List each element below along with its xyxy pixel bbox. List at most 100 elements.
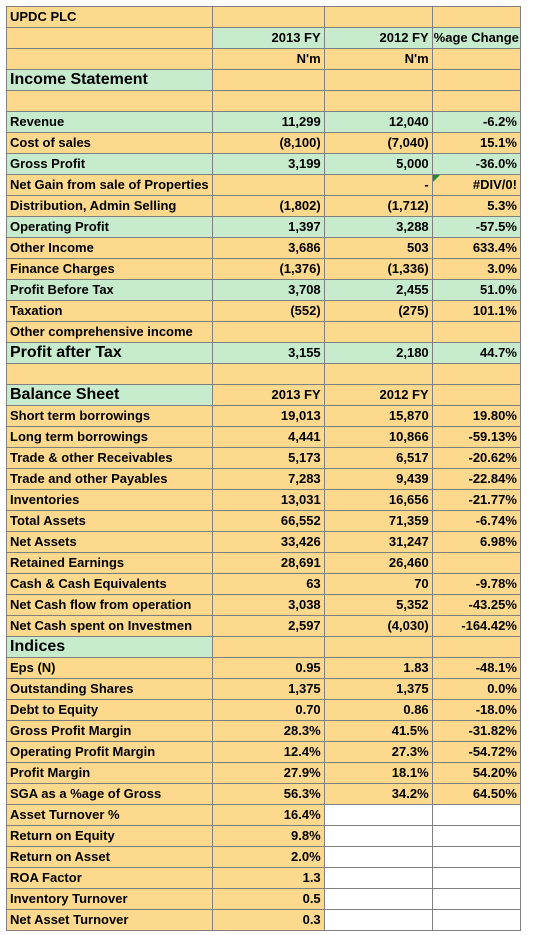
row-label[interactable]: Profit Margin: [6, 762, 213, 784]
value-change[interactable]: -21.77%: [431, 489, 521, 511]
row-label[interactable]: Other comprehensive income: [6, 321, 213, 343]
unit-2012[interactable]: N'm: [323, 48, 433, 70]
value-change[interactable]: [431, 321, 521, 343]
row-label[interactable]: Net Cash flow from operation: [6, 594, 213, 616]
row-label[interactable]: Taxation: [6, 300, 213, 322]
value-2012[interactable]: 0.86: [323, 699, 433, 721]
header-2012[interactable]: 2012 FY: [323, 384, 433, 406]
value-2013[interactable]: 4,441: [211, 426, 325, 448]
value-change[interactable]: [431, 888, 521, 910]
value-2013[interactable]: 9.8%: [211, 825, 325, 847]
value-2012[interactable]: 34.2%: [323, 783, 433, 805]
company-title[interactable]: UPDC PLC: [6, 6, 213, 28]
value-2013[interactable]: 1,397: [211, 216, 325, 238]
value-change[interactable]: 44.7%: [431, 342, 521, 364]
balance-sheet-heading[interactable]: Balance Sheet: [6, 384, 213, 406]
value-change[interactable]: 6.98%: [431, 531, 521, 553]
row-label[interactable]: Eps (N): [6, 657, 213, 679]
value-change[interactable]: 54.20%: [431, 762, 521, 784]
value-change[interactable]: -48.1%: [431, 657, 521, 679]
row-label[interactable]: Cost of sales: [6, 132, 213, 154]
value-change[interactable]: [431, 867, 521, 889]
value-2012[interactable]: 12,040: [323, 111, 433, 133]
value-2012[interactable]: (275): [323, 300, 433, 322]
value-change[interactable]: -18.0%: [431, 699, 521, 721]
header-2013[interactable]: 2013 FY: [211, 27, 325, 49]
value-2012[interactable]: [323, 825, 433, 847]
value-2013[interactable]: [211, 321, 325, 343]
value-2013[interactable]: 19,013: [211, 405, 325, 427]
value-2013[interactable]: 3,038: [211, 594, 325, 616]
row-label[interactable]: Short term borrowings: [6, 405, 213, 427]
value-2012[interactable]: 9,439: [323, 468, 433, 490]
value-change[interactable]: -57.5%: [431, 216, 521, 238]
row-label[interactable]: Retained Earnings: [6, 552, 213, 574]
value-2013[interactable]: 12.4%: [211, 741, 325, 763]
header-change[interactable]: %age Change: [431, 27, 521, 49]
value-change[interactable]: -9.78%: [431, 573, 521, 595]
row-label[interactable]: Net Asset Turnover: [6, 909, 213, 931]
value-change[interactable]: 51.0%: [431, 279, 521, 301]
value-2012[interactable]: 10,866: [323, 426, 433, 448]
value-2013[interactable]: 0.70: [211, 699, 325, 721]
value-2013[interactable]: 5,173: [211, 447, 325, 469]
value-2012[interactable]: (1,336): [323, 258, 433, 280]
value-2013[interactable]: 56.3%: [211, 783, 325, 805]
empty-cell[interactable]: [431, 363, 521, 385]
value-2013[interactable]: 1,375: [211, 678, 325, 700]
value-2012[interactable]: [323, 909, 433, 931]
value-change[interactable]: [431, 804, 521, 826]
row-label[interactable]: Profit Before Tax: [6, 279, 213, 301]
value-2013[interactable]: 27.9%: [211, 762, 325, 784]
value-2013[interactable]: 3,708: [211, 279, 325, 301]
row-label[interactable]: Operating Profit Margin: [6, 741, 213, 763]
value-2012[interactable]: 27.3%: [323, 741, 433, 763]
value-change[interactable]: 101.1%: [431, 300, 521, 322]
value-2012[interactable]: 2,455: [323, 279, 433, 301]
value-change[interactable]: [431, 825, 521, 847]
value-2012[interactable]: 1,375: [323, 678, 433, 700]
value-2013[interactable]: (1,802): [211, 195, 325, 217]
value-2012[interactable]: [323, 888, 433, 910]
row-label[interactable]: Distribution, Admin Selling: [6, 195, 213, 217]
value-2013[interactable]: 11,299: [211, 111, 325, 133]
row-label[interactable]: Trade & other Receivables: [6, 447, 213, 469]
value-change[interactable]: 5.3%: [431, 195, 521, 217]
value-2013[interactable]: 16.4%: [211, 804, 325, 826]
value-2013[interactable]: 1.3: [211, 867, 325, 889]
value-2012[interactable]: 16,656: [323, 489, 433, 511]
value-change[interactable]: -31.82%: [431, 720, 521, 742]
row-label[interactable]: Gross Profit Margin: [6, 720, 213, 742]
row-label[interactable]: Cash & Cash Equivalents: [6, 573, 213, 595]
value-2012[interactable]: (4,030): [323, 615, 433, 637]
value-2013[interactable]: 63: [211, 573, 325, 595]
value-2013[interactable]: (8,100): [211, 132, 325, 154]
value-change[interactable]: -164.42%: [431, 615, 521, 637]
value-change[interactable]: [431, 552, 521, 574]
value-2012[interactable]: 31,247: [323, 531, 433, 553]
value-change[interactable]: 15.1%: [431, 132, 521, 154]
row-label[interactable]: Other Income: [6, 237, 213, 259]
value-2013[interactable]: 0.5: [211, 888, 325, 910]
value-2012[interactable]: 1.83: [323, 657, 433, 679]
row-label[interactable]: Net Cash spent on Investmen: [6, 615, 213, 637]
income-statement-heading[interactable]: Income Statement: [6, 69, 213, 91]
value-2012[interactable]: 2,180: [323, 342, 433, 364]
row-label[interactable]: SGA as a %age of Gross: [6, 783, 213, 805]
row-label[interactable]: Outstanding Shares: [6, 678, 213, 700]
value-change[interactable]: [431, 846, 521, 868]
header-2013[interactable]: 2013 FY: [211, 384, 325, 406]
value-2013[interactable]: (1,376): [211, 258, 325, 280]
empty-cell[interactable]: [323, 363, 433, 385]
value-2012[interactable]: [323, 846, 433, 868]
row-label[interactable]: Profit after Tax: [6, 342, 213, 364]
value-change[interactable]: 633.4%: [431, 237, 521, 259]
value-2013[interactable]: 7,283: [211, 468, 325, 490]
value-2012[interactable]: [323, 321, 433, 343]
value-change[interactable]: -43.25%: [431, 594, 521, 616]
value-2012[interactable]: -: [323, 174, 433, 196]
value-2012[interactable]: 3,288: [323, 216, 433, 238]
header-2012[interactable]: 2012 FY: [323, 27, 433, 49]
value-2012[interactable]: (7,040): [323, 132, 433, 154]
row-label[interactable]: Inventory Turnover: [6, 888, 213, 910]
